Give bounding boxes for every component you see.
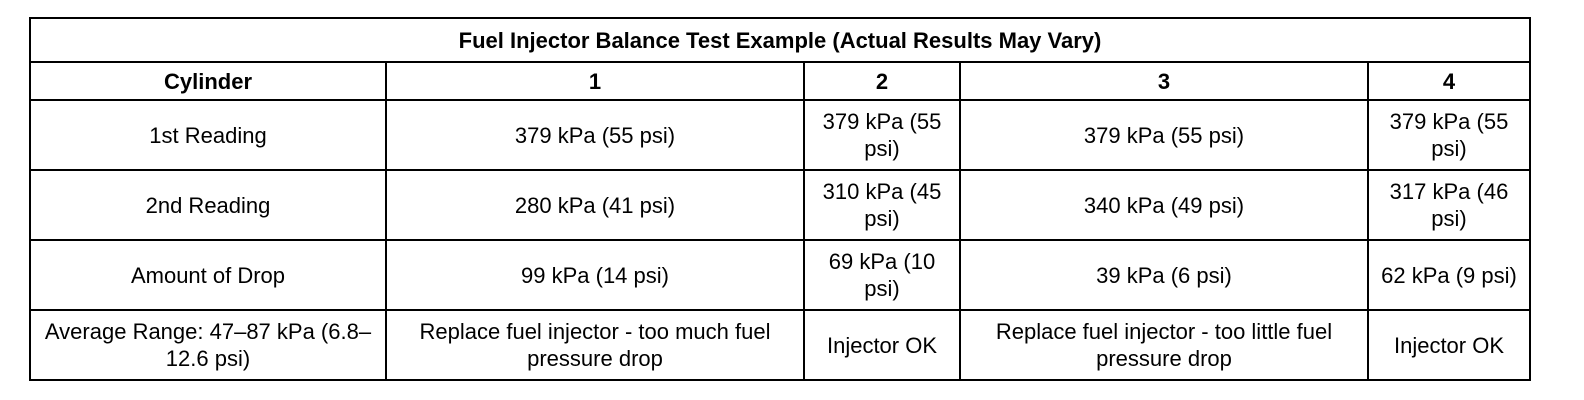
- table-header-row: Cylinder 1 2 3 4: [29, 61, 1531, 101]
- row-label: 2nd Reading: [29, 169, 387, 241]
- table-title: Fuel Injector Balance Test Example (Actu…: [29, 17, 1531, 63]
- row-label: Average Range: 47–87 kPa (6.8–12.6 psi): [29, 309, 387, 381]
- header-cylinder: Cylinder: [29, 61, 387, 101]
- table-cell: Injector OK: [803, 309, 961, 381]
- table-cell: 379 kPa (55 psi): [1367, 99, 1531, 171]
- row-average-range: Average Range: 47–87 kPa (6.8–12.6 psi) …: [29, 309, 1531, 381]
- table-cell: 340 kPa (49 psi): [959, 169, 1369, 241]
- table-cell: Injector OK: [1367, 309, 1531, 381]
- fuel-injector-balance-table: Fuel Injector Balance Test Example (Actu…: [29, 17, 1531, 381]
- table-cell: Replace fuel injector - too much fuel pr…: [385, 309, 805, 381]
- row-2nd-reading: 2nd Reading 280 kPa (41 psi) 310 kPa (45…: [29, 169, 1531, 241]
- table-cell: 317 kPa (46 psi): [1367, 169, 1531, 241]
- table-cell: 379 kPa (55 psi): [803, 99, 961, 171]
- header-cylinder-3: 3: [959, 61, 1369, 101]
- table-cell: 379 kPa (55 psi): [959, 99, 1369, 171]
- row-label: Amount of Drop: [29, 239, 387, 311]
- table-title-row: Fuel Injector Balance Test Example (Actu…: [29, 17, 1531, 63]
- table-cell: 280 kPa (41 psi): [385, 169, 805, 241]
- table-cell: 69 kPa (10 psi): [803, 239, 961, 311]
- row-label: 1st Reading: [29, 99, 387, 171]
- table-cell: 62 kPa (9 psi): [1367, 239, 1531, 311]
- table-cell: Replace fuel injector - too little fuel …: [959, 309, 1369, 381]
- table-cell: 310 kPa (45 psi): [803, 169, 961, 241]
- table-cell: 99 kPa (14 psi): [385, 239, 805, 311]
- table-cell: 379 kPa (55 psi): [385, 99, 805, 171]
- header-cylinder-1: 1: [385, 61, 805, 101]
- row-amount-of-drop: Amount of Drop 99 kPa (14 psi) 69 kPa (1…: [29, 239, 1531, 311]
- table-cell: 39 kPa (6 psi): [959, 239, 1369, 311]
- row-1st-reading: 1st Reading 379 kPa (55 psi) 379 kPa (55…: [29, 99, 1531, 171]
- header-cylinder-4: 4: [1367, 61, 1531, 101]
- header-cylinder-2: 2: [803, 61, 961, 101]
